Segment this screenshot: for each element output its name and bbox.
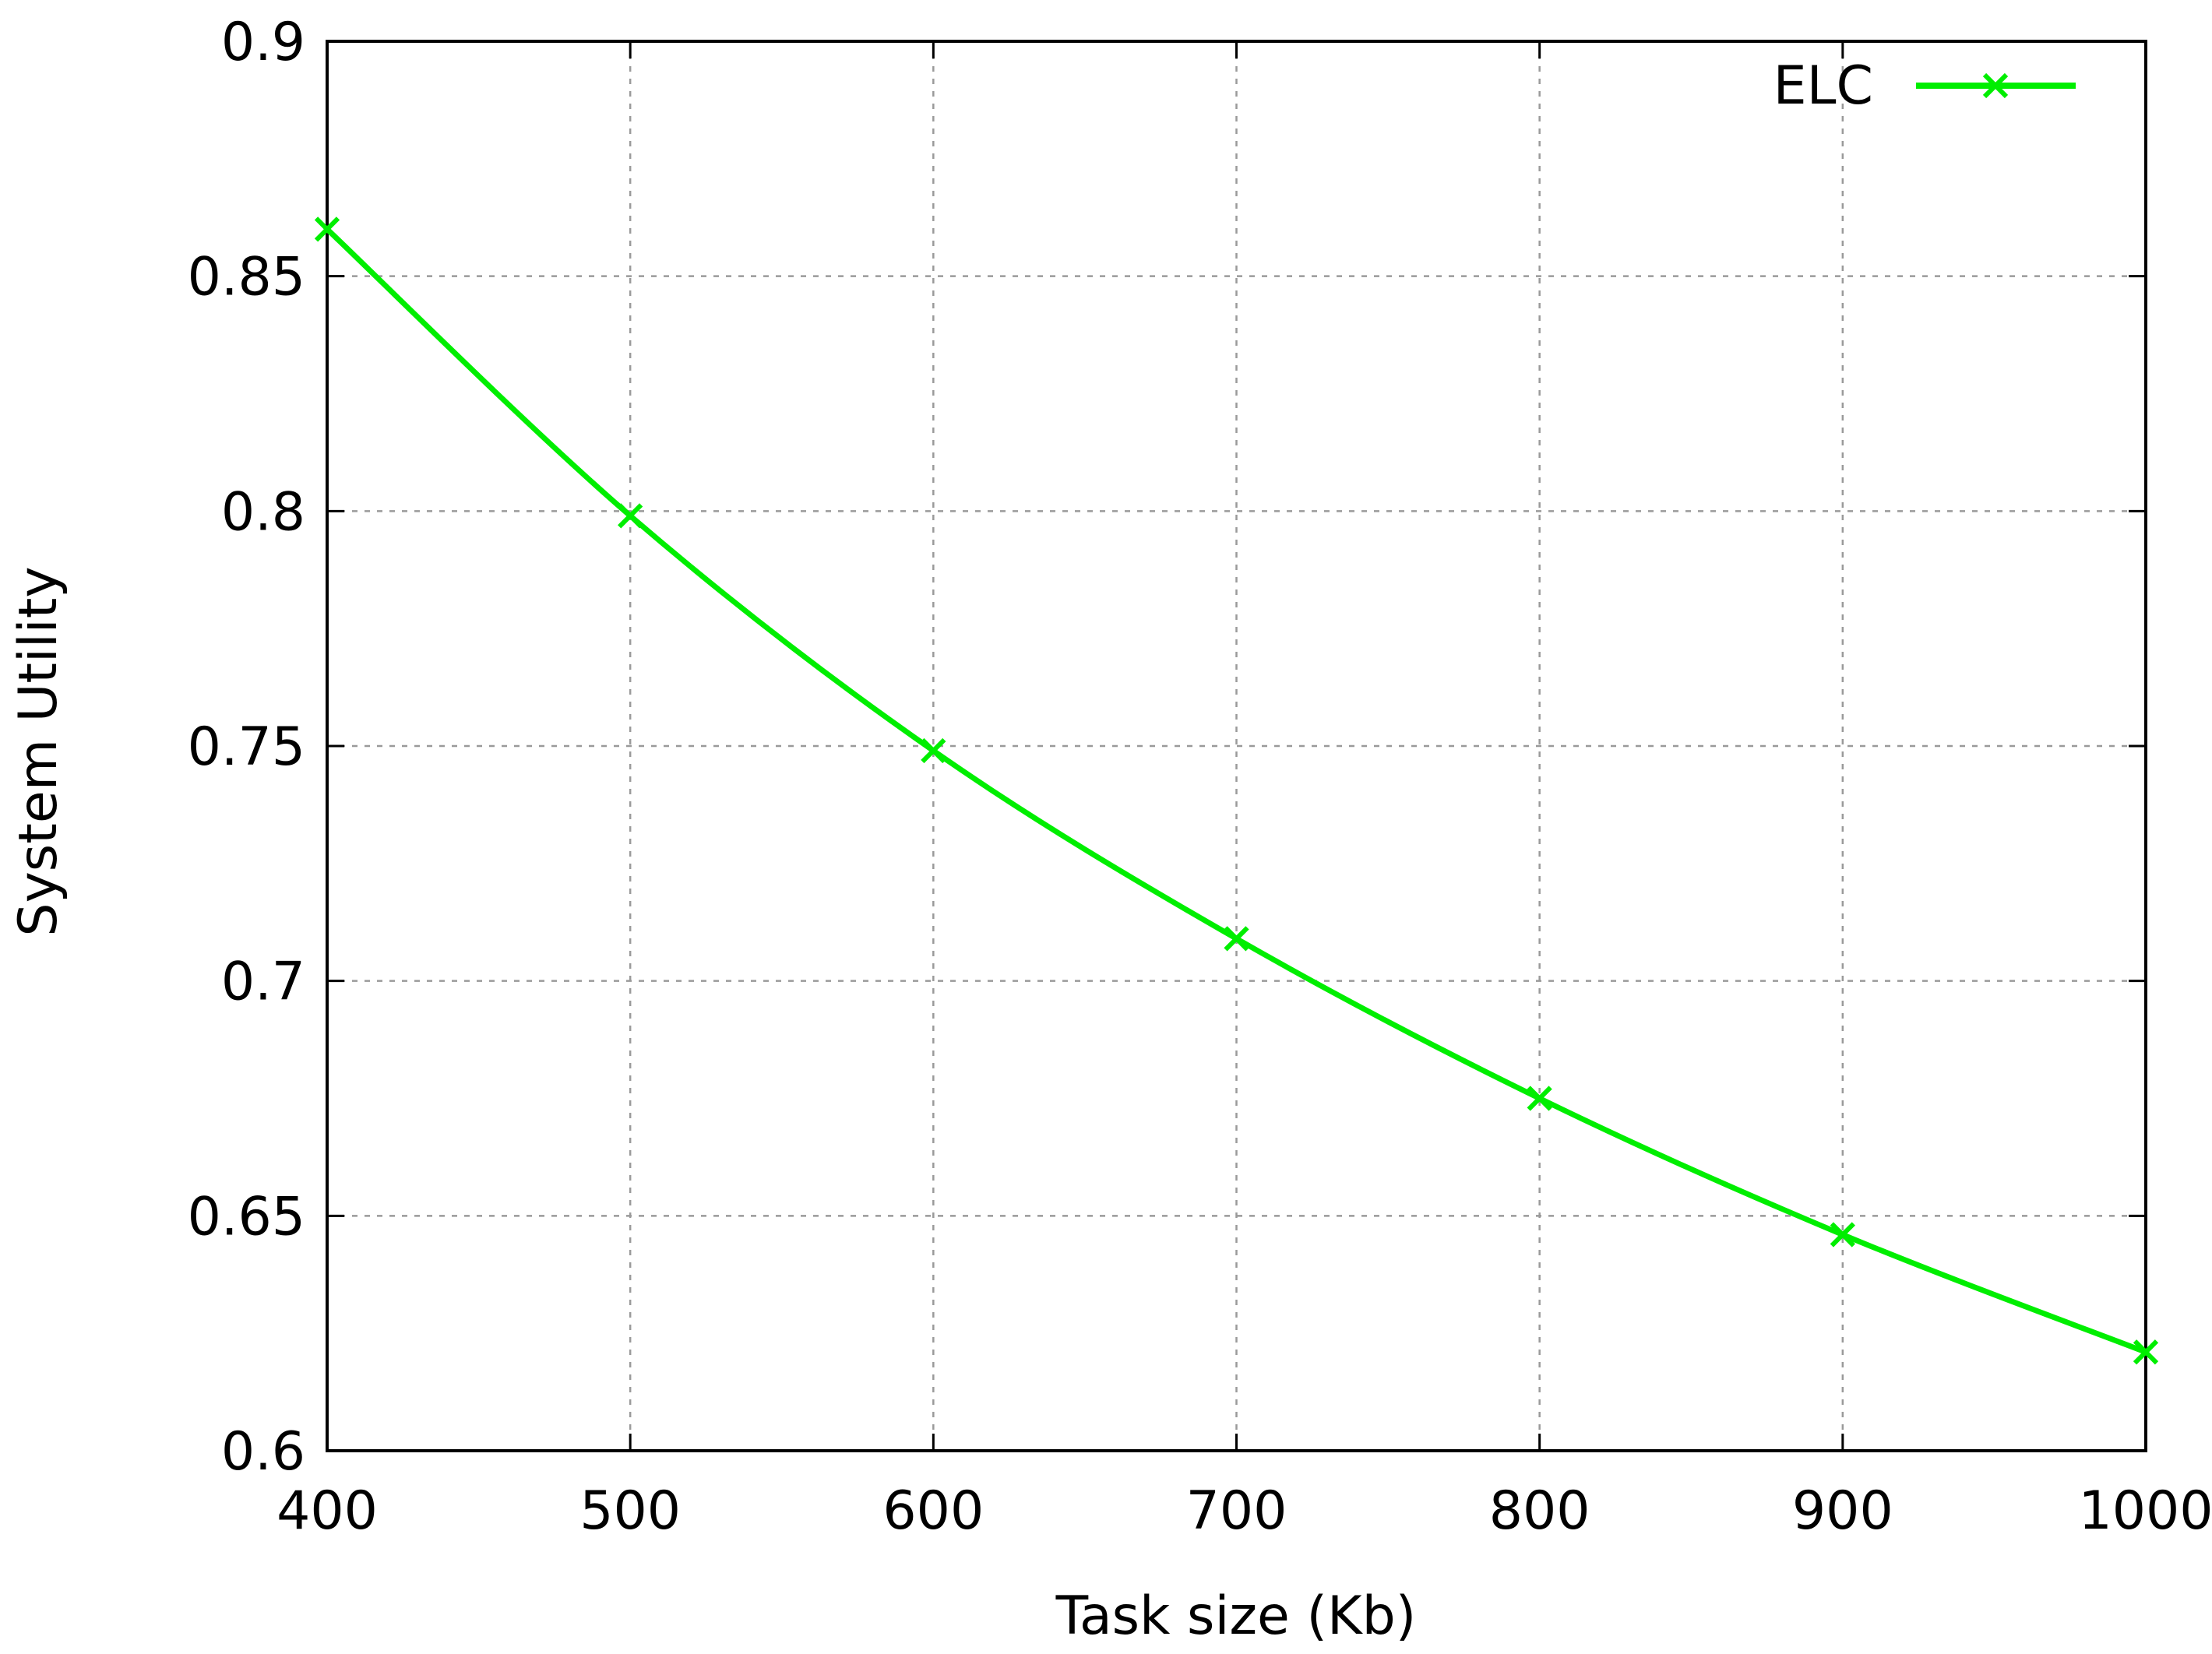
x-tick-label: 900 [1792,1480,1893,1542]
legend-x-marker [1982,72,2009,99]
legend-label-elc: ELC [1773,55,1873,117]
legend: ELC [1773,55,2076,117]
y-tick-label: 0.65 [188,1186,305,1248]
marker-stroke [2133,1339,2159,1365]
x-tick-label: 700 [1186,1480,1287,1542]
x-tick-label: 1000 [2078,1480,2212,1542]
y-axis-title: System Utility [8,566,69,936]
axis-ticks [326,40,2147,1452]
marker-stroke [1830,1222,1855,1248]
y-tick-label: 0.7 [221,952,305,1013]
data-point-marker [921,737,946,764]
series-layer [314,216,2159,1365]
x-tick-label: 800 [1489,1480,1590,1542]
marker-stroke [1527,1086,1552,1111]
marker-stroke [921,737,946,764]
data-point-marker [1527,1086,1552,1111]
data-point-marker [618,503,643,529]
data-point-marker [2133,1339,2159,1365]
legend-marker-elc [1982,72,2009,99]
x-axis-tick-labels: 400 500 600 700 800 900 1000 [276,1480,2212,1542]
y-tick-label: 0.9 [221,12,305,73]
marker-stroke [1224,926,1249,952]
data-point-marker [1830,1222,1855,1248]
y-axis-tick-labels: 0.6 0.65 0.7 0.75 0.8 0.85 0.9 [188,12,305,1483]
marker-stroke [618,503,643,529]
grid-lines [327,41,2146,1451]
x-tick-label: 600 [882,1480,984,1542]
y-tick-label: 0.85 [188,247,305,308]
data-point-marker [314,216,340,242]
marker-stroke [314,216,340,242]
x-tick-label: 400 [276,1480,378,1542]
y-tick-label: 0.6 [221,1421,305,1483]
data-point-marker [1224,926,1249,952]
x-axis-title: Task size (Kb) [1055,1585,1417,1647]
y-tick-label: 0.8 [221,481,305,543]
y-tick-label: 0.75 [188,716,305,778]
marker-stroke [1982,72,2009,99]
x-tick-label: 500 [579,1480,681,1542]
